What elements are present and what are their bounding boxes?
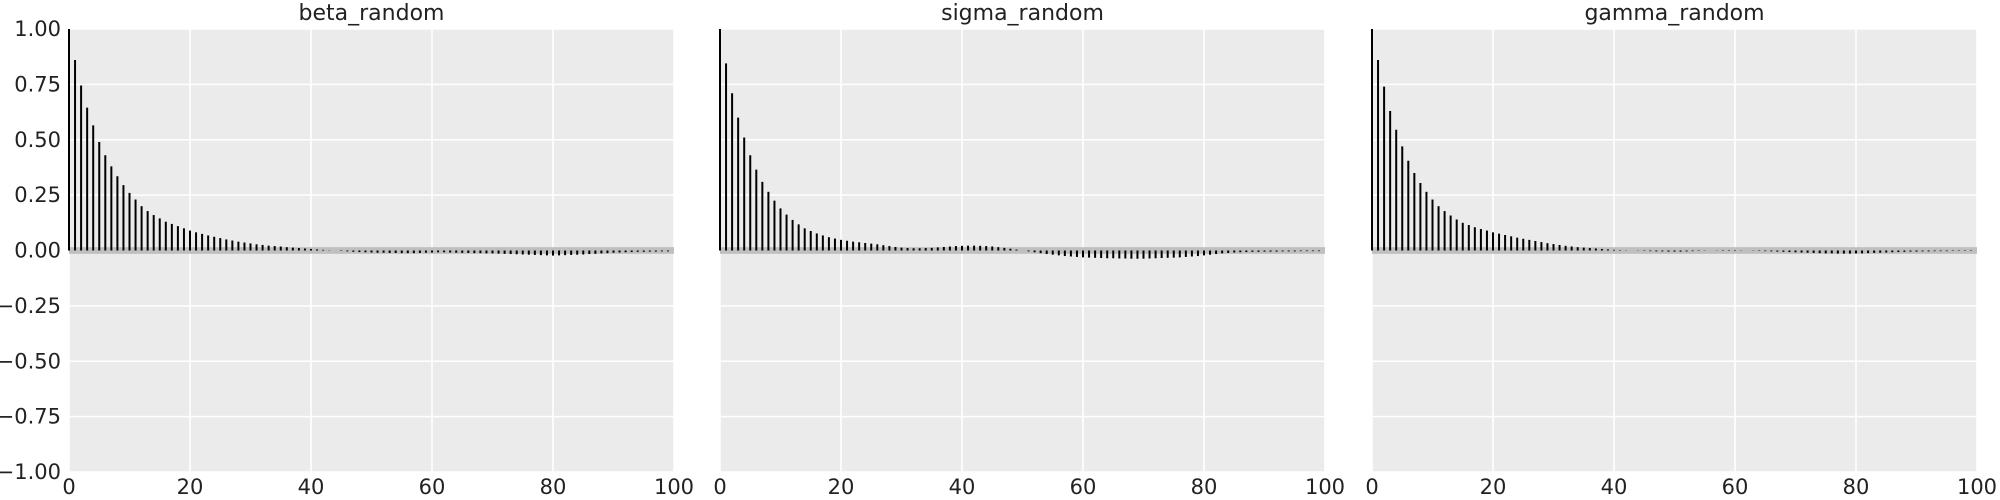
y-tick-label: −0.25 — [0, 294, 61, 318]
confidence-band — [720, 247, 1325, 254]
y-tick-label: 0.00 — [14, 239, 61, 263]
x-tick-label: 0 — [62, 475, 75, 499]
x-tick-label: 60 — [1070, 475, 1097, 499]
x-tick-label: 80 — [1191, 475, 1218, 499]
x-tick-label: 60 — [419, 475, 446, 499]
y-tick-label: −0.50 — [0, 349, 61, 373]
x-tick-label: 100 — [1305, 475, 1345, 499]
y-tick-label: 0.50 — [14, 128, 61, 152]
y-tick-label: 0.25 — [14, 183, 61, 207]
x-tick-label: 0 — [713, 475, 726, 499]
x-tick-label: 40 — [1601, 475, 1628, 499]
x-tick-label: 100 — [1957, 475, 1997, 499]
panel-title: sigma_random — [941, 1, 1104, 26]
y-tick-label: −1.00 — [0, 460, 61, 484]
y-tick-label: 1.00 — [14, 17, 61, 41]
x-tick-label: 40 — [298, 475, 325, 499]
x-tick-label: 60 — [1722, 475, 1749, 499]
x-tick-label: 20 — [1480, 475, 1507, 499]
x-tick-label: 20 — [177, 475, 204, 499]
x-tick-label: 80 — [1843, 475, 1870, 499]
panel-title: gamma_random — [1584, 1, 1764, 26]
y-tick-label: 0.75 — [14, 72, 61, 96]
x-tick-label: 20 — [828, 475, 855, 499]
x-tick-label: 0 — [1365, 475, 1378, 499]
panel-title: beta_random — [299, 1, 445, 26]
y-tick-label: −0.75 — [0, 405, 61, 429]
x-tick-label: 100 — [654, 475, 694, 499]
x-tick-label: 80 — [540, 475, 567, 499]
x-tick-label: 40 — [949, 475, 976, 499]
